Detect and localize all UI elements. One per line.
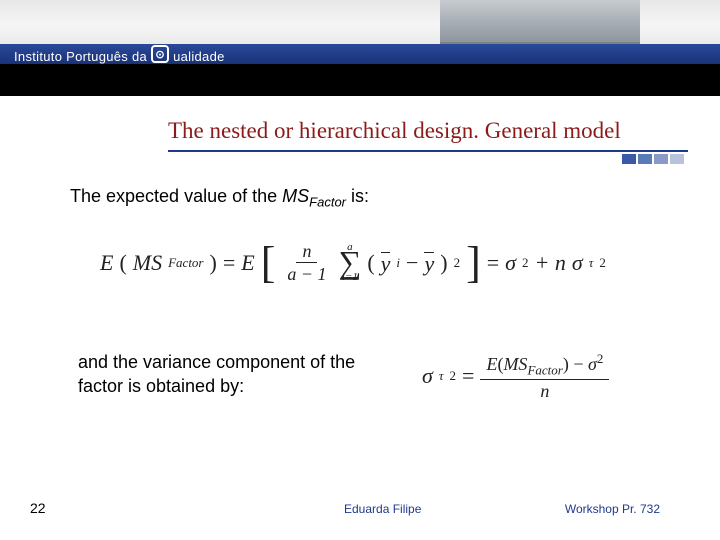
body-line-1-prefix: The expected value of the — [70, 186, 282, 206]
slide-footer: 22 Eduarda Filipe Workshop Pr. 732 — [0, 496, 720, 516]
f1-sigma: σ — [505, 250, 516, 276]
institute-label: Instituto Português da ⊙ ualidade — [14, 47, 225, 65]
f1-lbracket: [ — [261, 252, 276, 274]
f1-eq2: = — [487, 250, 499, 276]
accent-square — [670, 154, 684, 164]
f1-sigma-tau: σ — [572, 250, 583, 276]
footer-workshop: Workshop Pr. 732 — [565, 502, 660, 516]
f1-rbracket: ] — [466, 252, 481, 274]
f1-ybar: y — [424, 252, 434, 274]
body-line-2: and the variance component of the factor… — [78, 350, 378, 399]
f1-frac-num: n — [296, 240, 317, 263]
f2-eq: = — [462, 363, 474, 389]
f2-den: n — [534, 380, 555, 402]
f1-plus-n: + n — [535, 250, 566, 276]
institute-prefix: Instituto Português da — [14, 49, 147, 64]
f1-lparen: ( — [119, 250, 126, 276]
f2-frac: E(MSFactor) − σ2 n — [480, 350, 609, 402]
formula-expected-value: E ( MS Factor ) = E [ n a − 1 a ∑ i=1 ( … — [100, 240, 606, 285]
f2-tau: τ — [439, 368, 444, 384]
institute-suffix: ualidade — [173, 49, 225, 64]
body-line-1-ms: MS — [282, 186, 309, 206]
f1-MS-sub: Factor — [168, 255, 203, 271]
f1-MS: MS — [133, 250, 162, 276]
f1-rparen: ) — [210, 250, 217, 276]
header-black-strip — [0, 64, 720, 96]
formula-variance-component: στ2 = E(MSFactor) − σ2 n — [422, 350, 609, 402]
f1-sum: a ∑ i=1 — [339, 244, 362, 282]
f1-sum-lower: i=1 — [342, 274, 358, 282]
slide-title: The nested or hierarchical design. Gener… — [168, 118, 621, 144]
accent-square — [638, 154, 652, 164]
f1-sigma-sq: 2 — [522, 255, 529, 271]
logo-q-icon: ⊙ — [151, 45, 169, 63]
f1-sigma-tau-sq: 2 — [599, 255, 606, 271]
f2-num: E(MSFactor) − σ2 — [480, 350, 609, 380]
footer-author: Eduarda Filipe — [344, 502, 421, 516]
header-banner: Instituto Português da ⊙ ualidade — [0, 0, 720, 64]
f1-frac-den: a − 1 — [281, 263, 332, 285]
f1-tau: τ — [589, 255, 594, 271]
f2-sq: 2 — [450, 368, 457, 384]
f1-lparen2: ( — [367, 250, 374, 276]
body-line-1-suffix: is: — [346, 186, 369, 206]
f1-E2: E — [241, 250, 254, 276]
body-line-1-sub: Factor — [309, 195, 346, 210]
body-line-1: The expected value of the MSFactor is: — [70, 186, 369, 210]
f1-E: E — [100, 250, 113, 276]
f1-sq1: 2 — [454, 255, 461, 271]
f1-frac: n a − 1 — [281, 240, 332, 285]
f1-minus: − — [406, 250, 418, 276]
header-building-photo — [440, 0, 640, 44]
title-underline — [168, 150, 688, 152]
f1-ybar-i: y — [381, 252, 391, 274]
accent-square — [622, 154, 636, 164]
f2-sigma: σ — [422, 363, 433, 389]
accent-squares — [622, 154, 684, 164]
accent-square — [654, 154, 668, 164]
f1-rparen2: ) — [440, 250, 447, 276]
page-number: 22 — [30, 500, 46, 516]
f1-yi-sub: i — [396, 255, 400, 271]
f1-eq1: = — [223, 250, 235, 276]
